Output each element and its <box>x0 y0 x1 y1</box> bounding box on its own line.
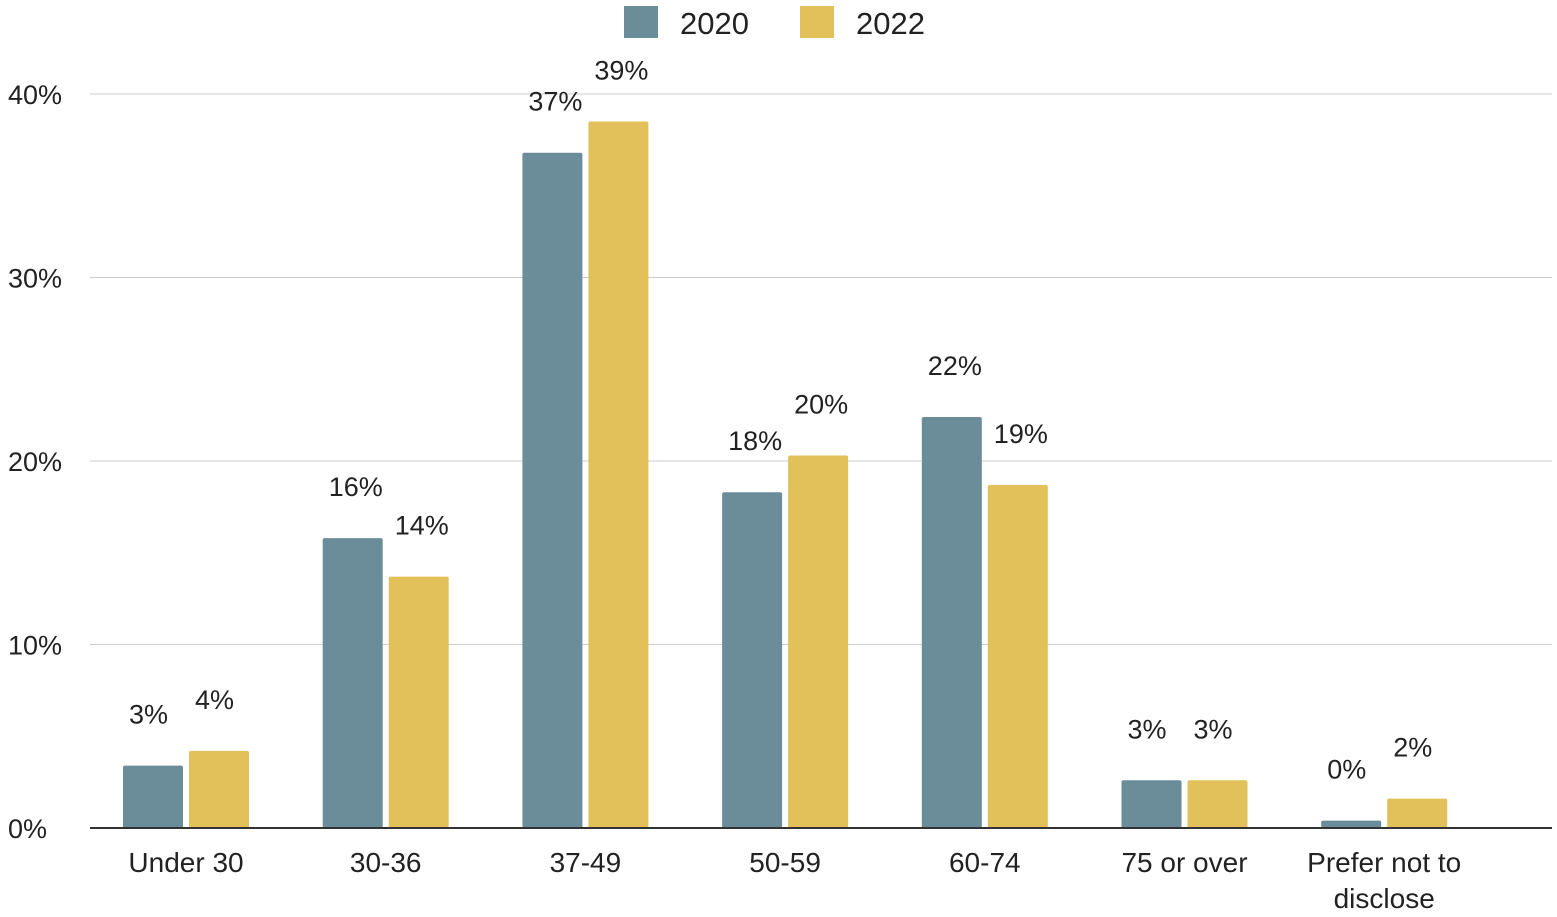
x-tick-label: 60-74 <box>949 847 1021 878</box>
bar-2022-3 <box>788 455 849 828</box>
bar-2020-2 <box>522 152 583 829</box>
x-tick-label: 50-59 <box>749 847 821 878</box>
bar-2020-4 <box>921 416 982 828</box>
data-label: 0% <box>1327 755 1366 785</box>
x-tick-label: Prefer not to <box>1307 847 1461 878</box>
bar-2022-6 <box>1387 798 1448 828</box>
bar-2022-5 <box>1187 780 1248 828</box>
x-tick-label: 37-49 <box>550 847 622 878</box>
bar-2020-0 <box>123 765 183 828</box>
y-tick-label: 20% <box>8 447 62 477</box>
legend-swatch-2020 <box>624 6 658 38</box>
data-label: 4% <box>195 685 234 715</box>
bar-2020-1 <box>322 538 383 828</box>
bar-2022-2 <box>588 121 649 828</box>
bar-2020-3 <box>722 492 783 828</box>
data-label: 3% <box>1194 714 1233 744</box>
data-label: 19% <box>994 419 1048 449</box>
bar-2022-1 <box>388 576 449 828</box>
x-tick-label: disclose <box>1334 883 1435 914</box>
data-label: 37% <box>528 87 582 117</box>
y-tick-label: 0% <box>8 814 47 844</box>
legend-swatch-2022 <box>800 6 834 38</box>
data-label: 14% <box>395 511 449 541</box>
bar-2022-4 <box>987 484 1048 828</box>
bar-2020-5 <box>1121 780 1182 828</box>
data-label: 3% <box>1128 714 1167 744</box>
data-label: 20% <box>794 389 848 419</box>
x-tick-label: 30-36 <box>350 847 422 878</box>
data-label: 2% <box>1393 733 1432 763</box>
data-label: 22% <box>928 351 982 381</box>
data-label: 39% <box>594 56 648 86</box>
legend-label: 2022 <box>856 6 925 41</box>
data-label: 18% <box>728 426 782 456</box>
data-label: 16% <box>329 472 383 502</box>
bar-2020-6 <box>1321 820 1382 828</box>
bar-2022-0 <box>189 750 249 828</box>
y-tick-label: 40% <box>8 80 62 110</box>
x-tick-label: Under 30 <box>128 847 243 878</box>
data-label: 3% <box>129 700 168 730</box>
x-tick-label: 75 or over <box>1121 847 1247 878</box>
y-tick-label: 30% <box>8 264 62 294</box>
y-tick-label: 10% <box>8 631 62 661</box>
legend-label: 2020 <box>680 6 749 41</box>
